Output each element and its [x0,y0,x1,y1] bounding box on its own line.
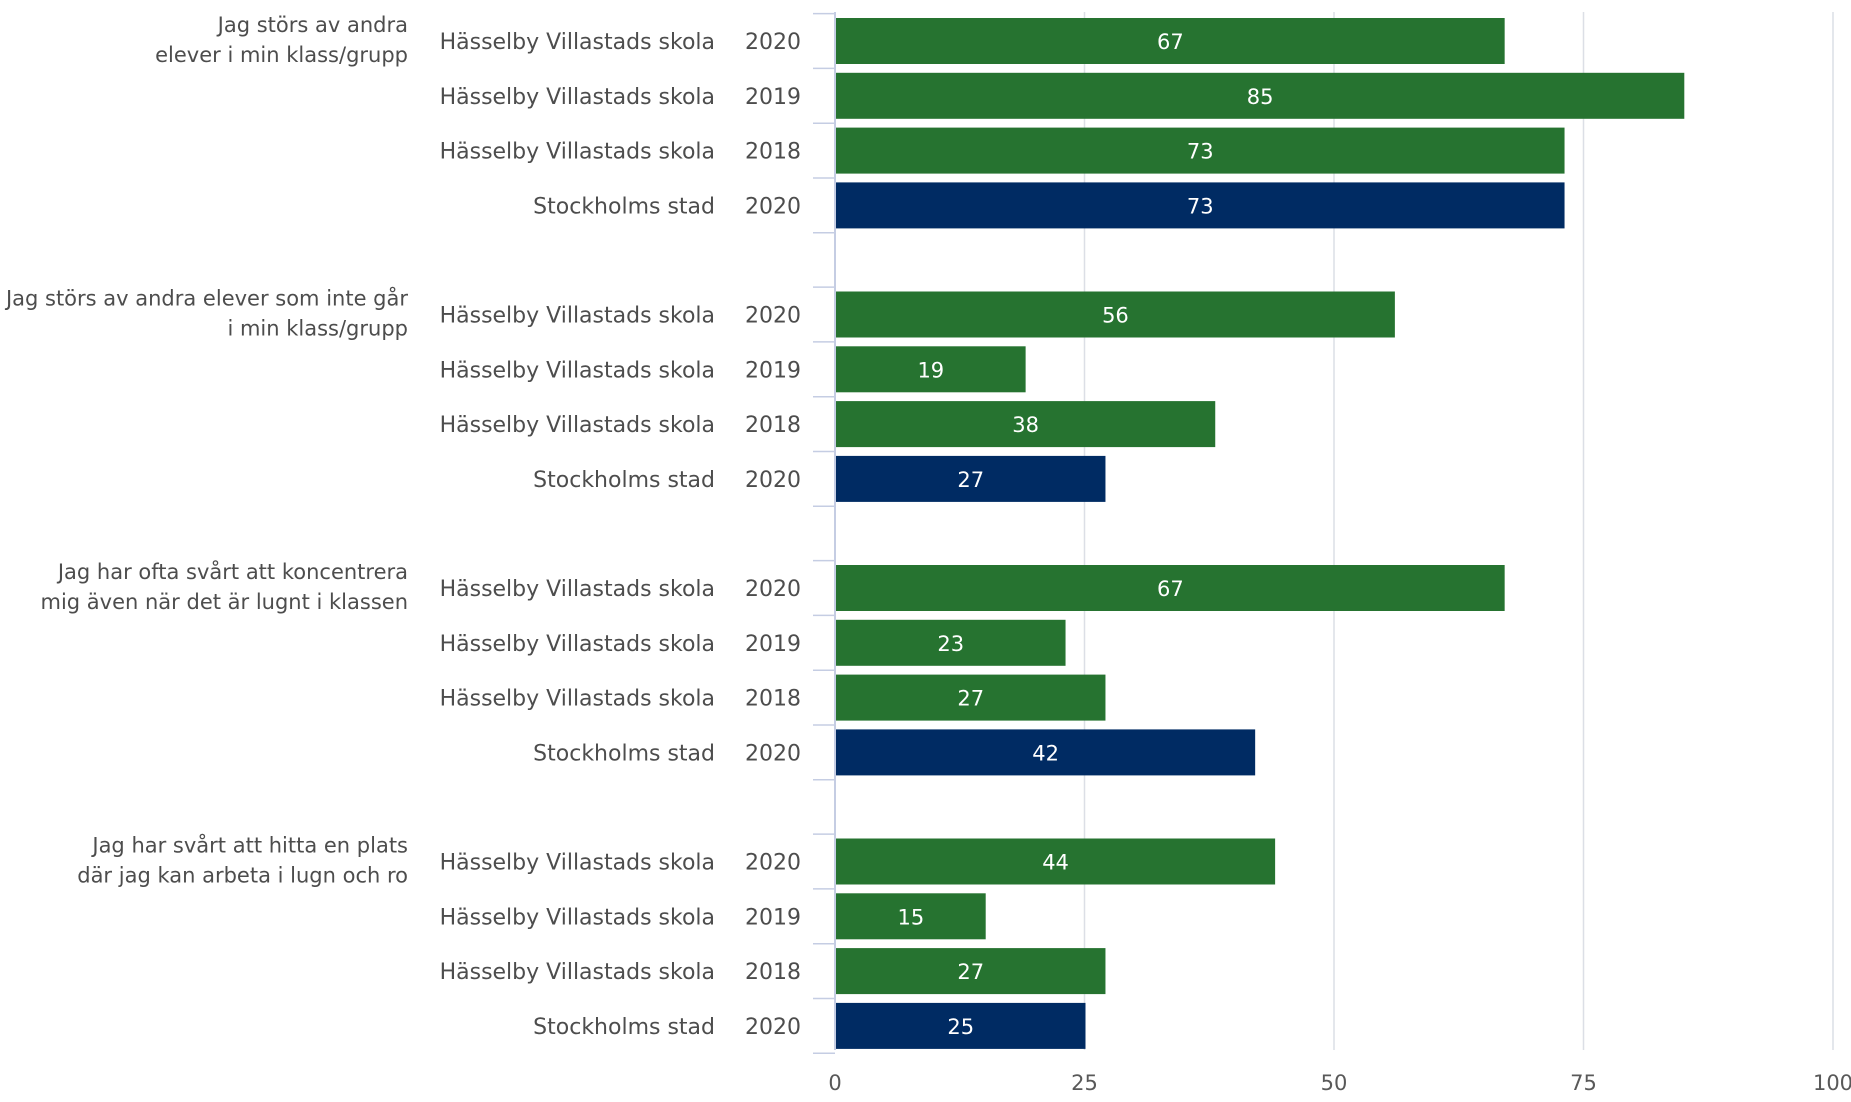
row-name-label: Hässelby Villastads skola [440,304,715,329]
row-year-label: 2020 [745,1015,801,1040]
row-name-label: Stockholms stad [533,1015,715,1040]
bar-city-2020 [836,455,1106,502]
row-year-label: 2019 [745,905,801,930]
row-name-label: Hässelby Villastads skola [440,577,715,602]
bar-value-label: 15 [897,905,924,929]
question-label: Jag störs av andra elever som inte går [4,286,408,311]
bar-value-label: 19 [917,358,944,382]
bar-school-2019 [836,619,1066,666]
question-label: Jag har ofta svårt att koncentrera [56,559,408,584]
question-label: mig även när det är lugnt i klassen [41,590,409,614]
x-tick-label-100: 100 [1813,1071,1851,1095]
bar-layer [836,18,1685,1049]
row-name-label: Hässelby Villastads skola [440,632,715,657]
question-label: Jag har svårt att hitta en plats [90,833,408,858]
bar-school-2020 [836,838,1276,885]
bar-school-2019 [836,346,1026,393]
row-name-label: Hässelby Villastads skola [440,905,715,930]
bar-value-label: 27 [957,687,984,711]
row-year-label: 2018 [745,140,801,165]
row-name-label: Hässelby Villastads skola [440,30,715,55]
row-name-label: Hässelby Villastads skola [440,960,715,985]
row-year-label: 2020 [745,851,801,876]
row-name-label: Hässelby Villastads skola [440,413,715,438]
x-tick-label-75: 75 [1570,1071,1597,1095]
row-year-label: 2020 [745,577,801,602]
bar-value-label: 85 [1247,85,1274,109]
row-name-label: Hässelby Villastads skola [440,358,715,383]
bar-school-2018 [836,401,1216,448]
x-tick-label-0: 0 [828,1071,841,1095]
row-year-label: 2019 [745,358,801,383]
row-year-label: 2020 [745,468,801,493]
question-label: Jag störs av andra [216,13,408,37]
question-label: i min klass/grupp [227,317,408,341]
bar-school-2020 [836,18,1505,64]
bar-school-2020 [836,291,1395,338]
bar-value-label: 23 [937,632,964,656]
bar-school-2019 [836,893,986,940]
question-label: där jag kan arbeta i lugn och ro [77,864,408,888]
bar-school-2020 [836,565,1505,611]
row-year-label: 2020 [745,304,801,329]
row-name-label: Stockholms stad [533,468,715,493]
bar-value-label: 27 [957,960,984,984]
bar-city-2020 [836,1002,1086,1049]
bar-value-label: 27 [957,468,984,492]
axis-layer [813,12,836,1055]
bar-value-label: 73 [1187,140,1214,164]
row-year-label: 2019 [745,85,801,110]
row-name-label: Hässelby Villastads skola [440,85,715,110]
bar-value-label: 38 [1012,413,1039,437]
row-name-label: Hässelby Villastads skola [440,687,715,712]
bar-value-label: 73 [1187,194,1214,218]
bar-value-label: 42 [1032,741,1059,765]
row-year-label: 2018 [745,413,801,438]
x-tick-label-25: 25 [1071,1071,1098,1095]
bar-value-label: 44 [1042,851,1069,875]
bar-value-label: 56 [1102,304,1129,328]
row-name-label: Hässelby Villastads skola [440,851,715,876]
row-year-label: 2020 [745,30,801,55]
row-name-label: Hässelby Villastads skola [440,140,715,165]
bar-school-2018 [836,127,1565,174]
label-layer: 0 25 50 75 100 Jag störs av andra elever i min… [4,13,1851,1095]
bar-value-label: 67 [1157,577,1184,601]
row-year-label: 2019 [745,632,801,657]
question-label: elever i min klass/grupp [155,43,408,67]
bar-school-2019 [836,72,1685,119]
bar-value-label: 67 [1157,30,1184,54]
row-year-label: 2020 [745,194,801,219]
row-name-label: Stockholms stad [533,194,715,219]
bar-value-label: 25 [947,1015,974,1039]
row-year-label: 2018 [745,687,801,712]
bar-city-2020 [836,182,1565,229]
row-year-label: 2018 [745,960,801,985]
row-year-label: 2020 [745,741,801,766]
bar-school-2018 [836,948,1106,995]
bar-school-2018 [836,674,1106,721]
x-tick-label-50: 50 [1321,1071,1348,1095]
bar-city-2020 [836,729,1256,776]
row-name-label: Stockholms stad [533,741,715,766]
